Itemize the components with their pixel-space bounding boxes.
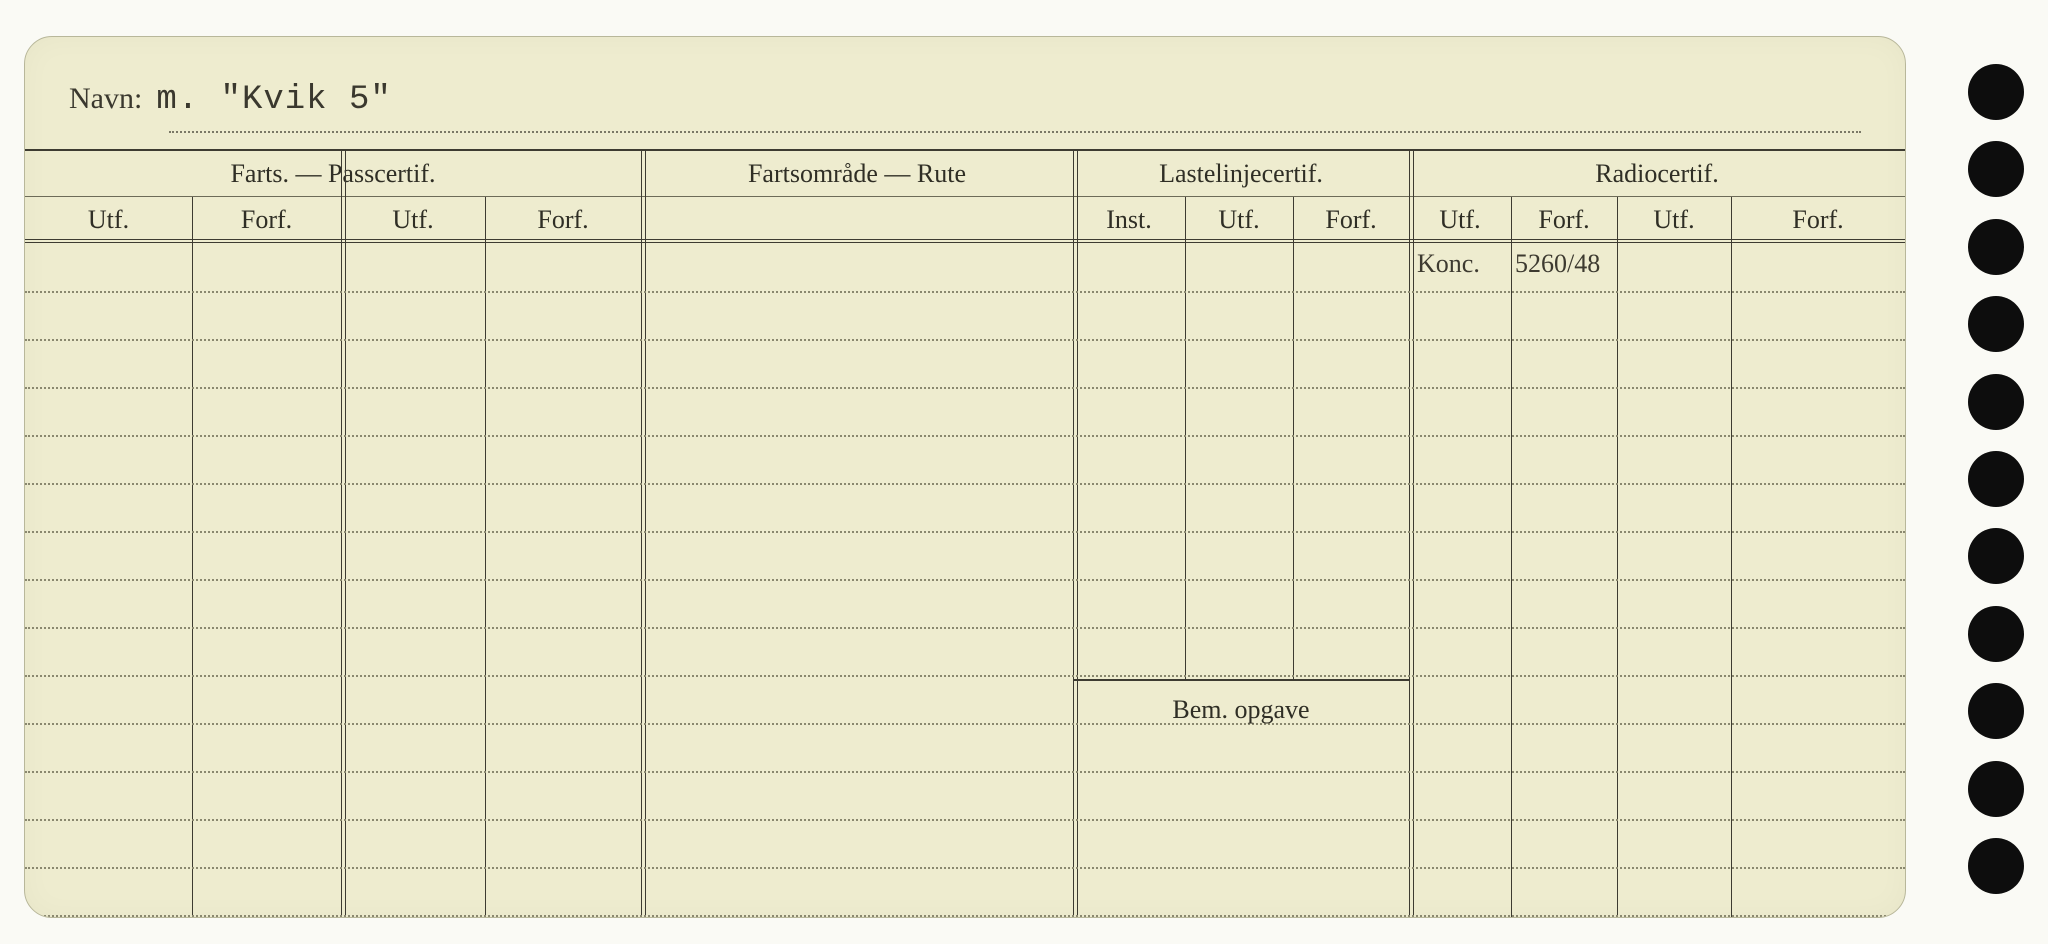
header-group-farts: Farts. — Passcertif. bbox=[25, 151, 641, 197]
hdr2-rule-1 bbox=[192, 197, 193, 243]
navn-label: Navn: bbox=[69, 82, 142, 116]
col-head-12-text: Forf. bbox=[1731, 205, 1905, 235]
navn-dotted-rule bbox=[169, 131, 1861, 133]
binder-hole bbox=[1968, 838, 2024, 894]
col-head-7-text: Utf. bbox=[1185, 205, 1293, 235]
hdr2-rule-3 bbox=[485, 197, 486, 243]
col-head-9: Utf. bbox=[1409, 197, 1511, 243]
col-head-12: Forf. bbox=[1731, 197, 1905, 243]
header-fartsomrade: Fartsområde — Rute bbox=[641, 159, 1073, 189]
header2-rule-a bbox=[25, 239, 1905, 240]
navn-value: m. "Kvik 5" bbox=[156, 81, 391, 119]
binder-hole bbox=[1968, 761, 2024, 817]
dotted-row bbox=[25, 339, 1905, 341]
col-head-2: Forf. bbox=[192, 197, 341, 243]
col-head-8: Forf. bbox=[1293, 197, 1409, 243]
col-head-6-text: Inst. bbox=[1073, 205, 1185, 235]
binder-holes bbox=[1968, 64, 2028, 894]
navn-field: Navn: m. "Kvik 5" bbox=[69, 81, 1861, 141]
bem-opgave-rule bbox=[1073, 679, 1409, 681]
col-head-8-text: Forf. bbox=[1293, 205, 1409, 235]
col-head-4-text: Forf. bbox=[485, 205, 641, 235]
binder-hole bbox=[1968, 683, 2024, 739]
dotted-row bbox=[25, 531, 1905, 533]
hdr2-rule-11 bbox=[1731, 197, 1732, 243]
header-group-radio: Radiocertif. bbox=[1409, 151, 1905, 197]
binder-hole bbox=[1968, 451, 2024, 507]
record-table: Farts. — Passcertif. Fartsområde — Rute … bbox=[25, 149, 1905, 917]
dotted-row bbox=[25, 867, 1905, 869]
header-row-2: Utf. Forf. Utf. Forf. Inst. Utf. Forf. U… bbox=[25, 197, 1905, 243]
bem-opgave-label: Bem. opgave bbox=[1073, 695, 1409, 725]
binder-hole bbox=[1968, 528, 2024, 584]
hdr2-rule-9 bbox=[1511, 197, 1512, 243]
binder-hole bbox=[1968, 64, 2024, 120]
dotted-row bbox=[25, 771, 1905, 773]
header-radio: Radiocertif. bbox=[1409, 159, 1905, 189]
dotted-row bbox=[25, 483, 1905, 485]
header-farts-pass: Farts. — Passcertif. bbox=[25, 159, 641, 189]
dotted-row bbox=[25, 579, 1905, 581]
header-group-fartsomrade: Fartsområde — Rute bbox=[641, 151, 1073, 197]
hdr2-rule-6 bbox=[1185, 197, 1186, 243]
col-head-6: Inst. bbox=[1073, 197, 1185, 243]
col-head-3: Utf. bbox=[341, 197, 485, 243]
binder-hole bbox=[1968, 219, 2024, 275]
col-head-7: Utf. bbox=[1185, 197, 1293, 243]
body-rule-6 bbox=[1185, 243, 1186, 679]
col-head-10-text: Forf. bbox=[1511, 205, 1617, 235]
dotted-row bbox=[25, 915, 1905, 917]
col-head-1-text: Utf. bbox=[25, 205, 192, 235]
header-lastelinje: Lastelinjecertif. bbox=[1073, 159, 1409, 189]
col-head-11-text: Utf. bbox=[1617, 205, 1731, 235]
binder-hole bbox=[1968, 296, 2024, 352]
header-group-lastelinje: Lastelinjecertif. bbox=[1073, 151, 1409, 197]
hdr2-rule-7 bbox=[1293, 197, 1294, 243]
index-card: Navn: m. "Kvik 5" Farts. — Passcertif. F… bbox=[24, 36, 1906, 918]
dotted-row bbox=[25, 723, 1905, 725]
binder-hole bbox=[1968, 374, 2024, 430]
col-head-9-text: Utf. bbox=[1409, 205, 1511, 235]
dotted-row bbox=[25, 387, 1905, 389]
table-body: Bem. opgave Konc. 5260/48 bbox=[25, 243, 1905, 917]
dotted-row bbox=[25, 819, 1905, 821]
col-head-1: Utf. bbox=[25, 197, 192, 243]
binder-hole bbox=[1968, 141, 2024, 197]
col-head-3-text: Utf. bbox=[341, 205, 485, 235]
header-row-1: Farts. — Passcertif. Fartsområde — Rute … bbox=[25, 151, 1905, 197]
col-head-10: Forf. bbox=[1511, 197, 1617, 243]
dotted-row bbox=[25, 675, 1905, 677]
binder-hole bbox=[1968, 606, 2024, 662]
scan-page: Navn: m. "Kvik 5" Farts. — Passcertif. F… bbox=[0, 0, 2048, 944]
entry-radio-forf-1: 5260/48 bbox=[1515, 249, 1615, 279]
dotted-row bbox=[25, 291, 1905, 293]
dotted-row bbox=[25, 435, 1905, 437]
col-head-11: Utf. bbox=[1617, 197, 1731, 243]
hdr2-rule-10 bbox=[1617, 197, 1618, 243]
col-head-2-text: Forf. bbox=[192, 205, 341, 235]
entry-radio-utf-1: Konc. bbox=[1417, 249, 1509, 279]
col-head-4: Forf. bbox=[485, 197, 641, 243]
body-rule-7 bbox=[1293, 243, 1294, 679]
dotted-row bbox=[25, 627, 1905, 629]
